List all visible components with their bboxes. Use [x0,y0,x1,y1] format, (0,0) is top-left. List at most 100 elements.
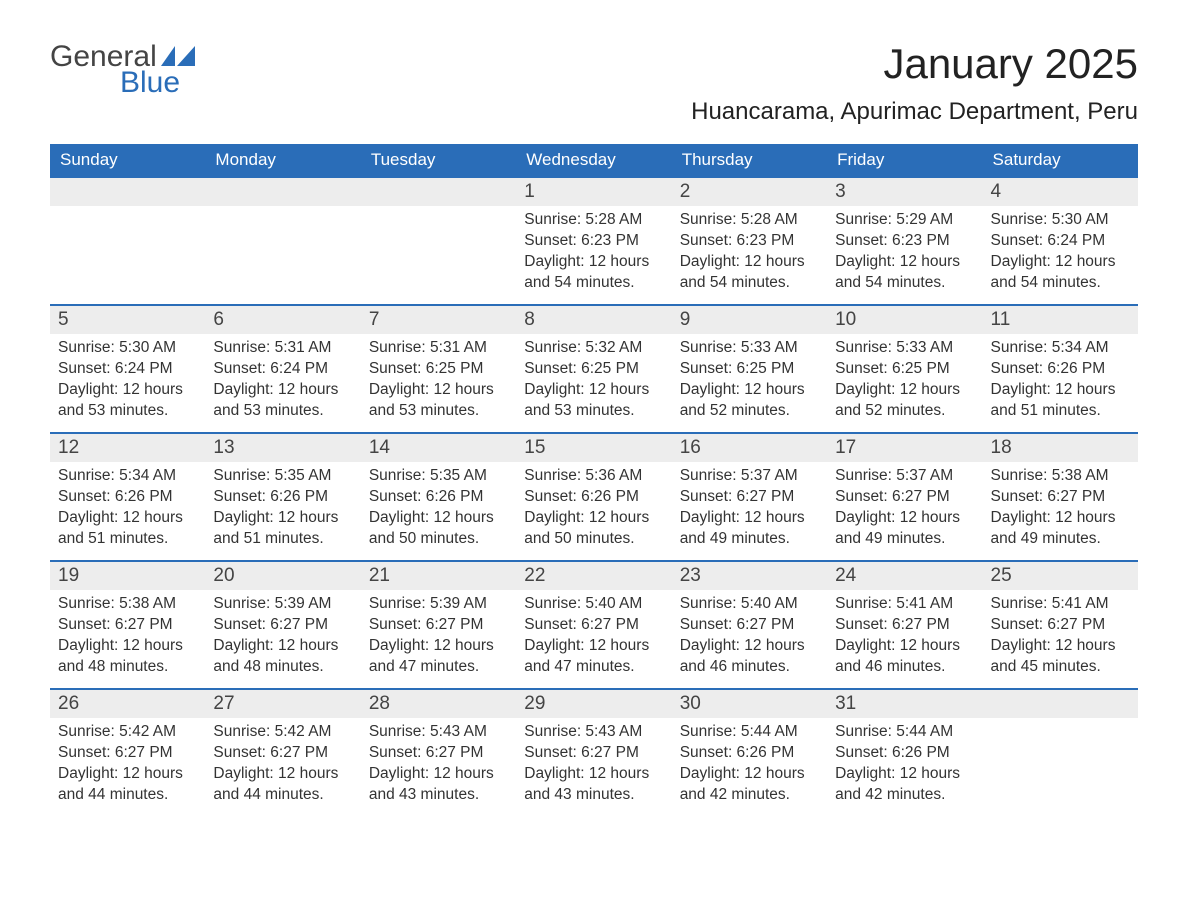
daylight-line: Daylight: 12 hours and 49 minutes. [680,508,819,550]
logo-word-2: Blue [120,66,195,100]
day-details: Sunrise: 5:33 AMSunset: 6:25 PMDaylight:… [827,334,982,432]
sunrise-line: Sunrise: 5:40 AM [680,594,819,615]
day-name-header: Monday [205,144,360,176]
daylight-line: Daylight: 12 hours and 53 minutes. [58,380,197,422]
page-header: General Blue January 2025 Huancarama, Ap… [50,40,1138,126]
sunset-line: Sunset: 6:27 PM [991,487,1130,508]
sunset-line: Sunset: 6:25 PM [524,359,663,380]
day-number [205,178,360,206]
day-number: 17 [827,434,982,462]
sunrise-line: Sunrise: 5:37 AM [835,466,974,487]
sunset-line: Sunset: 6:26 PM [213,487,352,508]
sunset-line: Sunset: 6:26 PM [991,359,1130,380]
day-number: 8 [516,306,671,334]
sunrise-line: Sunrise: 5:44 AM [680,722,819,743]
calendar-week-row: 5Sunrise: 5:30 AMSunset: 6:24 PMDaylight… [50,304,1138,432]
day-details: Sunrise: 5:44 AMSunset: 6:26 PMDaylight:… [672,718,827,816]
sunset-line: Sunset: 6:26 PM [369,487,508,508]
daylight-line: Daylight: 12 hours and 46 minutes. [680,636,819,678]
daylight-line: Daylight: 12 hours and 50 minutes. [369,508,508,550]
calendar-day-cell: 6Sunrise: 5:31 AMSunset: 6:24 PMDaylight… [205,304,360,432]
daylight-line: Daylight: 12 hours and 51 minutes. [213,508,352,550]
calendar-day-cell: 3Sunrise: 5:29 AMSunset: 6:23 PMDaylight… [827,176,982,304]
day-details: Sunrise: 5:31 AMSunset: 6:24 PMDaylight:… [205,334,360,432]
day-number: 22 [516,562,671,590]
sunset-line: Sunset: 6:24 PM [213,359,352,380]
sunrise-line: Sunrise: 5:31 AM [213,338,352,359]
sunrise-line: Sunrise: 5:33 AM [835,338,974,359]
sunset-line: Sunset: 6:26 PM [680,743,819,764]
daylight-line: Daylight: 12 hours and 54 minutes. [991,252,1130,294]
calendar-day-cell: 17 Sunrise: 5:37 AMSunset: 6:27 PMDayligh… [827,432,982,560]
sunrise-line: Sunrise: 5:44 AM [835,722,974,743]
calendar-day-cell: 11Sunrise: 5:34 AMSunset: 6:26 PMDayligh… [983,304,1138,432]
daylight-line: Daylight: 12 hours and 46 minutes. [835,636,974,678]
day-details: Sunrise: 5:28 AMSunset: 6:23 PMDaylight:… [516,206,671,304]
day-details: Sunrise: 5:37 AMSunset: 6:27 PMDaylight:… [672,462,827,560]
day-details: Sunrise: 5:42 AMSunset: 6:27 PMDaylight:… [50,718,205,816]
daylight-line: Daylight: 12 hours and 54 minutes. [680,252,819,294]
day-names-row: SundayMondayTuesdayWednesdayThursdayFrid… [50,144,1138,176]
daylight-line: Daylight: 12 hours and 43 minutes. [524,764,663,806]
daylight-line: Daylight: 12 hours and 54 minutes. [835,252,974,294]
calendar-day-cell: 22Sunrise: 5:40 AMSunset: 6:27 PMDayligh… [516,560,671,688]
calendar-day-cell: 16Sunrise: 5:37 AMSunset: 6:27 PMDayligh… [672,432,827,560]
sunrise-line: Sunrise: 5:28 AM [524,210,663,231]
sunrise-line: Sunrise: 5:41 AM [991,594,1130,615]
sunrise-line: Sunrise: 5:41 AM [835,594,974,615]
daylight-line: Daylight: 12 hours and 49 minutes. [835,508,974,550]
sunset-line: Sunset: 6:25 PM [835,359,974,380]
day-name-header: Saturday [983,144,1138,176]
day-details: Sunrise: 5:42 AMSunset: 6:27 PMDaylight:… [205,718,360,816]
daylight-line: Daylight: 12 hours and 44 minutes. [58,764,197,806]
calendar-day-cell: 23Sunrise: 5:40 AMSunset: 6:27 PMDayligh… [672,560,827,688]
sunset-line: Sunset: 6:26 PM [524,487,663,508]
sunset-line: Sunset: 6:27 PM [524,743,663,764]
sunset-line: Sunset: 6:24 PM [58,359,197,380]
sunrise-line: Sunrise: 5:40 AM [524,594,663,615]
day-number: 16 [672,434,827,462]
sunset-line: Sunset: 6:25 PM [369,359,508,380]
day-details: Sunrise: 5:40 AMSunset: 6:27 PMDaylight:… [672,590,827,688]
calendar-day-cell: 12Sunrise: 5:34 AMSunset: 6:26 PMDayligh… [50,432,205,560]
sunrise-line: Sunrise: 5:34 AM [58,466,197,487]
day-details: Sunrise: 5:38 AMSunset: 6:27 PMDaylight:… [983,462,1138,560]
daylight-line: Daylight: 12 hours and 53 minutes. [213,380,352,422]
sunset-line: Sunset: 6:27 PM [835,615,974,636]
day-number: 3 [827,178,982,206]
day-name-header: Tuesday [361,144,516,176]
daylight-line: Daylight: 12 hours and 44 minutes. [213,764,352,806]
sunset-line: Sunset: 6:23 PM [524,231,663,252]
sunset-line: Sunset: 6:27 PM [835,487,974,508]
day-number: 28 [361,690,516,718]
sunset-line: Sunset: 6:27 PM [680,615,819,636]
day-number: 18 [983,434,1138,462]
sunrise-line: Sunrise: 5:38 AM [991,466,1130,487]
day-number: 21 [361,562,516,590]
day-number: 9 [672,306,827,334]
day-details: Sunrise: 5:30 AMSunset: 6:24 PMDaylight:… [50,334,205,432]
day-details: Sunrise: 5:29 AMSunset: 6:23 PMDaylight:… [827,206,982,304]
day-number: 19 [50,562,205,590]
sunset-line: Sunset: 6:25 PM [680,359,819,380]
daylight-line: Daylight: 12 hours and 42 minutes. [835,764,974,806]
sunset-line: Sunset: 6:24 PM [991,231,1130,252]
sunset-line: Sunset: 6:27 PM [680,487,819,508]
calendar-day-cell: 1Sunrise: 5:28 AMSunset: 6:23 PMDaylight… [516,176,671,304]
daylight-line: Daylight: 12 hours and 49 minutes. [991,508,1130,550]
calendar-empty-cell [50,176,205,304]
sunset-line: Sunset: 6:27 PM [369,743,508,764]
sunrise-line: Sunrise: 5:33 AM [680,338,819,359]
sunrise-line: Sunrise: 5:30 AM [991,210,1130,231]
sunset-line: Sunset: 6:26 PM [835,743,974,764]
day-number: 12 [50,434,205,462]
calendar-day-cell: 4Sunrise: 5:30 AMSunset: 6:24 PMDaylight… [983,176,1138,304]
calendar-day-cell: 27Sunrise: 5:42 AMSunset: 6:27 PMDayligh… [205,688,360,816]
calendar-day-cell: 28Sunrise: 5:43 AMSunset: 6:27 PMDayligh… [361,688,516,816]
sunrise-line: Sunrise: 5:42 AM [58,722,197,743]
sunset-line: Sunset: 6:27 PM [213,743,352,764]
calendar-day-cell: 25Sunrise: 5:41 AMSunset: 6:27 PMDayligh… [983,560,1138,688]
calendar-day-cell: 18Sunrise: 5:38 AMSunset: 6:27 PMDayligh… [983,432,1138,560]
calendar-week-row: 19Sunrise: 5:38 AMSunset: 6:27 PMDayligh… [50,560,1138,688]
sunset-line: Sunset: 6:26 PM [58,487,197,508]
